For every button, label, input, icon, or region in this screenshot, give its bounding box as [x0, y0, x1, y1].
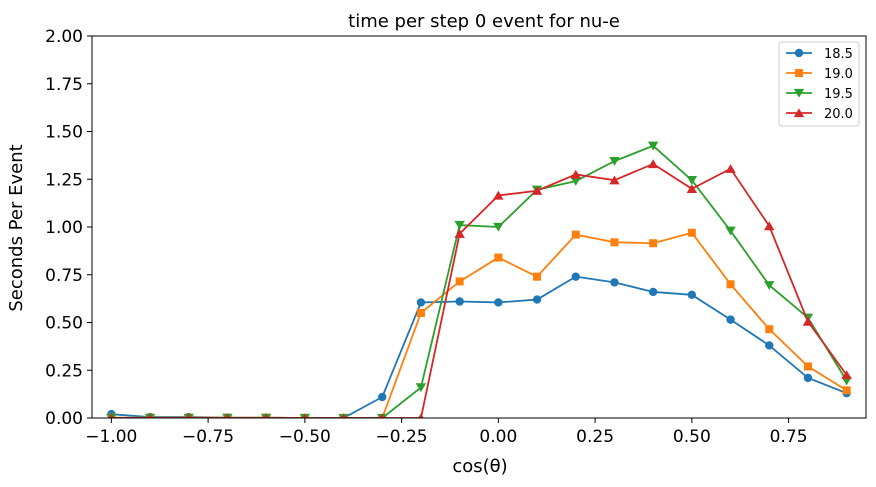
- data-point-1-15: [687, 228, 696, 237]
- legend-label-2: 19.5: [824, 87, 853, 102]
- legend-label-0: 18.5: [824, 47, 853, 62]
- data-point-0-14: [648, 287, 658, 297]
- data-point-1-17: [765, 325, 774, 334]
- data-point-0-10: [494, 298, 503, 307]
- data-point-1-10: [494, 253, 503, 262]
- data-point-3-7: [379, 413, 386, 418]
- y-tick-label: 0.00: [45, 409, 83, 429]
- data-point-2-15: [686, 176, 698, 185]
- data-point-1-11: [533, 272, 542, 281]
- data-point-1-14: [649, 239, 658, 248]
- data-point-2-17: [764, 281, 775, 290]
- y-tick-label: 1.75: [45, 75, 83, 95]
- data-point-2-10: [493, 222, 504, 232]
- y-tick-label: 0.75: [45, 266, 83, 286]
- data-point-0-11: [532, 295, 542, 304]
- data-point-3-8: [418, 413, 424, 418]
- y-tick-label: 2.00: [45, 27, 83, 47]
- data-point-3-18: [802, 316, 814, 326]
- data-point-1-19: [842, 386, 851, 395]
- x-tick-label: −1.00: [85, 427, 137, 447]
- data-point-3-10: [493, 190, 504, 200]
- legend: 18.5 19.0 19.5 20.0: [778, 41, 860, 127]
- data-point-2-8: [415, 383, 427, 393]
- legend-marker-0: [794, 48, 804, 58]
- series-line-3: [111, 162, 848, 418]
- data-point-0-8: [416, 298, 426, 307]
- data-point-1-13: [610, 238, 619, 247]
- data-point-1-9: [455, 277, 464, 286]
- x-tick-label: 0.25: [576, 427, 614, 447]
- data-point-0-13: [610, 278, 619, 287]
- data-point-2-13: [609, 156, 620, 166]
- data-point-1-12: [571, 230, 580, 239]
- data-point-3-14: [647, 159, 659, 169]
- x-axis-label: cos(θ): [452, 456, 507, 477]
- data-point-3-6: [340, 413, 347, 418]
- axes: −1.00 −0.75 −0.50 −0.25 0.00 0.25 0.50 0.75 0.00…: [45, 27, 867, 447]
- data-point-3-15: [686, 184, 698, 193]
- chart-title: time per step 0 event for nu-e: [348, 11, 620, 32]
- data-point-3-12: [570, 169, 581, 179]
- data-point-1-16: [726, 280, 735, 289]
- data-point-0-16: [726, 315, 735, 324]
- data-point-2-14: [647, 141, 659, 151]
- x-tick-label: 0.50: [673, 427, 711, 447]
- data-point-3-1: [147, 413, 153, 418]
- data-point-2-9: [454, 220, 465, 230]
- data-point-3-17: [764, 221, 775, 231]
- x-tick-label: 0.00: [479, 427, 517, 447]
- data-point-0-15: [687, 290, 697, 300]
- y-tick-label: 1.50: [45, 123, 83, 143]
- x-tick-label: 0.75: [770, 427, 808, 447]
- data-point-3-11: [531, 186, 543, 195]
- data-point-3-13: [609, 175, 620, 185]
- y-tick-label: 0.50: [45, 314, 83, 334]
- plot-marks: [106, 141, 852, 418]
- data-point-2-16: [725, 226, 736, 236]
- legend-label-3: 20.0: [824, 107, 853, 122]
- x-tick-label: −0.75: [182, 427, 234, 447]
- y-tick-label: 1.25: [45, 170, 83, 190]
- data-point-0-7: [378, 392, 387, 402]
- y-axis-label: Seconds Per Event: [6, 144, 27, 311]
- data-point-3-0: [108, 413, 115, 418]
- y-tick-label: 0.25: [45, 361, 83, 381]
- x-tick-label: −0.25: [376, 427, 428, 447]
- data-point-0-12: [571, 272, 580, 281]
- legend-label-1: 19.0: [824, 67, 853, 82]
- x-tick-label: −0.50: [279, 427, 331, 447]
- series-line-2: [111, 144, 848, 418]
- data-point-3-3: [224, 413, 231, 418]
- data-point-3-19: [841, 370, 852, 380]
- data-point-0-18: [803, 373, 813, 383]
- legend-box: [778, 41, 860, 127]
- data-point-0-17: [765, 341, 774, 350]
- data-point-0-9: [455, 297, 464, 306]
- data-point-3-16: [725, 164, 736, 173]
- y-tick-label: 1.00: [45, 218, 83, 238]
- plot-area: [106, 141, 852, 418]
- data-point-1-8: [416, 308, 425, 317]
- data-point-3-4: [263, 413, 269, 418]
- data-point-3-5: [302, 413, 308, 418]
- data-point-3-2: [185, 413, 192, 418]
- data-point-3-9: [454, 229, 465, 238]
- data-point-1-18: [803, 362, 812, 371]
- legend-marker-3: [793, 108, 805, 118]
- legend-marker-1: [795, 69, 803, 77]
- data-point-2-12: [570, 177, 581, 186]
- legend-marker-2: [793, 88, 805, 98]
